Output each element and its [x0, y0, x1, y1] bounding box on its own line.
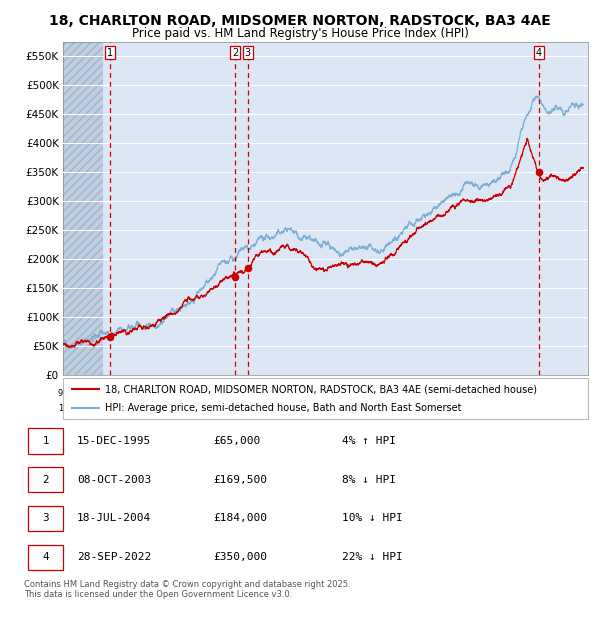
Text: 19: 19: [58, 404, 68, 414]
Text: 18: 18: [458, 389, 469, 398]
Text: 28-SEP-2022: 28-SEP-2022: [77, 552, 151, 562]
Text: 98: 98: [138, 389, 148, 398]
Text: 03: 03: [218, 389, 229, 398]
Text: 20: 20: [394, 404, 404, 414]
Text: 10: 10: [330, 389, 340, 398]
Text: 25: 25: [570, 389, 580, 398]
Text: 19: 19: [90, 404, 100, 414]
Text: Price paid vs. HM Land Registry's House Price Index (HPI): Price paid vs. HM Land Registry's House …: [131, 27, 469, 40]
Text: 2: 2: [232, 48, 239, 58]
Text: 20: 20: [362, 404, 373, 414]
Text: 18, CHARLTON ROAD, MIDSOMER NORTON, RADSTOCK, BA3 4AE: 18, CHARLTON ROAD, MIDSOMER NORTON, RADS…: [49, 14, 551, 28]
Text: 14: 14: [394, 389, 404, 398]
Text: 8% ↓ HPI: 8% ↓ HPI: [342, 475, 396, 485]
Text: 20: 20: [410, 404, 421, 414]
Bar: [28, 467, 63, 492]
Text: HPI: Average price, semi-detached house, Bath and North East Somerset: HPI: Average price, semi-detached house,…: [105, 404, 461, 414]
Text: 20: 20: [314, 404, 325, 414]
Bar: [63, 42, 103, 375]
Text: 20: 20: [298, 404, 308, 414]
Text: 1: 1: [43, 436, 49, 446]
Text: 22% ↓ HPI: 22% ↓ HPI: [342, 552, 403, 562]
Text: 07: 07: [282, 389, 292, 398]
Text: 20: 20: [426, 404, 436, 414]
Text: 93: 93: [58, 389, 68, 398]
Text: 20: 20: [378, 404, 388, 414]
Text: £65,000: £65,000: [214, 436, 261, 446]
Text: 20: 20: [250, 404, 260, 414]
Text: 97: 97: [122, 389, 133, 398]
Text: £350,000: £350,000: [214, 552, 268, 562]
Text: 2: 2: [43, 475, 49, 485]
Text: 19: 19: [74, 404, 84, 414]
Text: 19: 19: [138, 404, 148, 414]
Text: 20: 20: [170, 404, 180, 414]
Bar: [28, 428, 63, 454]
Text: 1: 1: [107, 48, 113, 58]
Text: 21: 21: [506, 389, 517, 398]
Text: 19: 19: [122, 404, 132, 414]
Text: 20: 20: [282, 404, 292, 414]
Text: 16: 16: [426, 389, 436, 398]
Text: 11: 11: [346, 389, 356, 398]
Text: 20: 20: [330, 404, 340, 414]
Text: 4: 4: [43, 552, 49, 562]
Text: 20: 20: [474, 404, 484, 414]
Text: 06: 06: [266, 389, 277, 398]
Text: £184,000: £184,000: [214, 513, 268, 523]
Text: 08: 08: [298, 389, 308, 398]
Text: 95: 95: [90, 389, 100, 398]
Text: 12: 12: [362, 389, 373, 398]
Text: 18-JUL-2004: 18-JUL-2004: [77, 513, 151, 523]
Text: 20: 20: [554, 404, 565, 414]
Text: 01: 01: [186, 389, 196, 398]
Text: 20: 20: [538, 404, 548, 414]
Bar: [28, 544, 63, 570]
Text: 99: 99: [154, 389, 164, 398]
Text: 18, CHARLTON ROAD, MIDSOMER NORTON, RADSTOCK, BA3 4AE (semi-detached house): 18, CHARLTON ROAD, MIDSOMER NORTON, RADS…: [105, 384, 537, 394]
Text: 04: 04: [234, 389, 244, 398]
Text: 20: 20: [570, 404, 580, 414]
Text: 20: 20: [234, 404, 244, 414]
Text: 20: 20: [346, 404, 356, 414]
Text: 17: 17: [442, 389, 452, 398]
Text: 20: 20: [506, 404, 517, 414]
Text: Contains HM Land Registry data © Crown copyright and database right 2025.
This d: Contains HM Land Registry data © Crown c…: [24, 580, 350, 599]
Text: 23: 23: [538, 389, 548, 398]
Text: 19: 19: [106, 404, 116, 414]
Bar: [28, 506, 63, 531]
Text: 20: 20: [202, 404, 212, 414]
Text: 20: 20: [218, 404, 229, 414]
Text: 3: 3: [43, 513, 49, 523]
Text: 20: 20: [186, 404, 196, 414]
Text: 22: 22: [522, 389, 532, 398]
Text: 24: 24: [554, 389, 565, 398]
Text: 09: 09: [314, 389, 325, 398]
Text: 05: 05: [250, 389, 260, 398]
Text: 02: 02: [202, 389, 212, 398]
Text: 13: 13: [378, 389, 388, 398]
Text: 4% ↑ HPI: 4% ↑ HPI: [342, 436, 396, 446]
Text: 19: 19: [154, 404, 164, 414]
Text: £169,500: £169,500: [214, 475, 268, 485]
Text: 94: 94: [74, 389, 84, 398]
Text: 20: 20: [522, 404, 532, 414]
Text: 15: 15: [410, 389, 421, 398]
Text: 4: 4: [536, 48, 542, 58]
Text: 08-OCT-2003: 08-OCT-2003: [77, 475, 151, 485]
Text: 20: 20: [266, 404, 277, 414]
Text: 20: 20: [442, 404, 452, 414]
Text: 20: 20: [458, 404, 469, 414]
Text: 20: 20: [490, 404, 500, 414]
Text: 19: 19: [474, 389, 484, 398]
Text: 10% ↓ HPI: 10% ↓ HPI: [342, 513, 403, 523]
Text: 3: 3: [245, 48, 251, 58]
Text: 00: 00: [170, 389, 180, 398]
Text: 15-DEC-1995: 15-DEC-1995: [77, 436, 151, 446]
Text: 20: 20: [490, 389, 500, 398]
Text: 96: 96: [106, 389, 116, 398]
